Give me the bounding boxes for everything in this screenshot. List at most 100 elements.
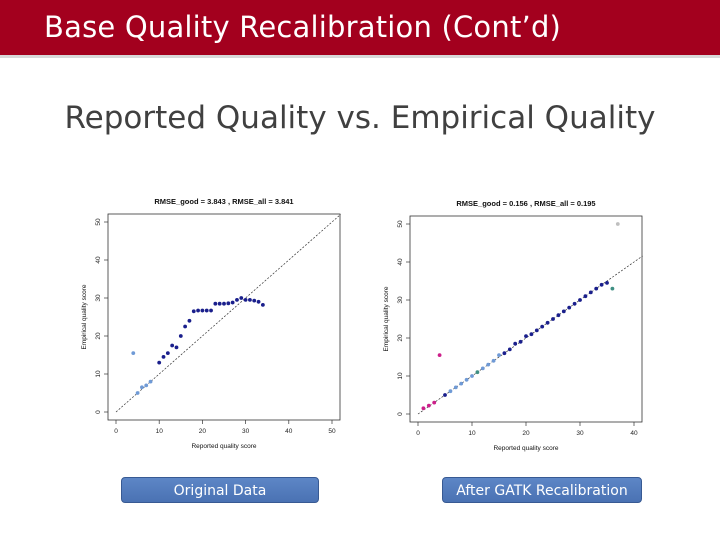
data-point — [226, 301, 231, 306]
data-point — [567, 305, 572, 310]
data-point — [464, 377, 469, 382]
data-point — [196, 308, 200, 313]
data-point — [437, 353, 442, 357]
data-point — [507, 347, 512, 352]
data-point — [135, 391, 140, 395]
x-axis-label: Reported quality score — [191, 443, 256, 450]
data-point — [540, 324, 545, 329]
y-tick-label: 0 — [95, 410, 102, 414]
data-point — [148, 379, 153, 384]
data-point — [480, 366, 485, 371]
data-point — [470, 374, 474, 378]
title-bar: Base Quality Recalibration (Cont’d) — [0, 0, 720, 58]
data-point — [432, 400, 437, 405]
x-tick-label: 10 — [468, 430, 476, 437]
y-tick-label: 10 — [397, 372, 404, 380]
data-point — [204, 308, 209, 313]
data-point — [561, 309, 566, 314]
data-point — [256, 299, 261, 304]
slide-subtitle: Reported Quality vs. Empirical Quality — [64, 100, 656, 136]
caption-original-data: Original Data — [121, 477, 319, 503]
y-tick-label: 20 — [397, 334, 404, 342]
plot-frame — [409, 215, 643, 423]
y-tick-label: 50 — [397, 220, 404, 228]
data-point — [534, 328, 539, 333]
x-tick-label: 40 — [285, 428, 293, 435]
plot-frame — [107, 213, 341, 421]
data-point — [248, 298, 252, 302]
data-point — [572, 301, 577, 306]
x-tick-label: 20 — [199, 428, 207, 435]
data-point — [529, 332, 534, 337]
chart-title: RMSE_good = 3.843 , RMSE_all = 3.841 — [154, 197, 293, 206]
y-tick-label: 40 — [95, 256, 102, 264]
y-tick-label: 10 — [95, 370, 102, 378]
data-point — [200, 308, 205, 313]
data-point — [497, 353, 501, 357]
y-tick-label: 20 — [95, 332, 102, 340]
caption-after-recalibration: After GATK Recalibration — [442, 477, 642, 503]
data-point — [161, 355, 166, 359]
data-point — [217, 301, 222, 306]
data-point — [235, 298, 239, 302]
reference-line — [115, 214, 341, 413]
data-point — [239, 296, 244, 300]
data-point — [491, 358, 496, 363]
x-tick-label: 0 — [416, 430, 420, 437]
data-point — [578, 298, 582, 302]
x-tick-label: 0 — [114, 428, 118, 435]
data-point — [144, 383, 149, 388]
data-point — [524, 334, 528, 338]
data-point — [222, 301, 226, 306]
data-point — [610, 286, 615, 291]
data-point — [459, 381, 464, 386]
y-tick-label: 40 — [397, 258, 404, 266]
data-point — [453, 385, 458, 390]
slide-title: Base Quality Recalibration (Cont’d) — [44, 10, 562, 44]
data-point — [518, 339, 523, 344]
data-point — [131, 351, 136, 355]
data-point — [140, 385, 144, 390]
data-point — [588, 290, 593, 295]
data-point — [486, 362, 491, 367]
data-point — [556, 313, 561, 318]
data-point — [209, 308, 213, 313]
data-point — [513, 341, 518, 346]
x-tick-label: 40 — [630, 430, 638, 437]
data-point — [551, 317, 555, 321]
x-tick-label: 30 — [242, 428, 250, 435]
data-point — [443, 393, 447, 397]
data-point — [174, 345, 179, 350]
data-point — [615, 222, 620, 226]
chart-original-data: RMSE_good = 3.843 , RMSE_all = 3.841 0 10 2… — [81, 197, 341, 450]
data-point — [165, 351, 170, 355]
data-point — [183, 324, 188, 329]
data-point — [583, 294, 588, 299]
data-point — [545, 320, 550, 325]
x-tick-label: 30 — [576, 430, 584, 437]
x-axis-label: Reported quality score — [493, 445, 558, 452]
data-point — [448, 389, 453, 394]
y-axis-label: Empirical quality score — [383, 286, 390, 351]
data-point — [157, 360, 162, 365]
data-point — [260, 302, 265, 307]
data-point — [191, 309, 196, 314]
data-point — [502, 351, 507, 356]
data-point — [213, 301, 218, 306]
y-axis-label: Empirical quality score — [81, 284, 88, 349]
data-point — [426, 403, 431, 408]
data-point — [187, 318, 192, 323]
data-point — [252, 298, 257, 303]
chart-title: RMSE_good = 0.156 , RMSE_all = 0.195 — [456, 199, 595, 208]
x-tick-label: 10 — [156, 428, 164, 435]
data-point — [243, 298, 248, 302]
x-tick-label: 50 — [328, 428, 336, 435]
data-point — [178, 334, 183, 338]
data-point — [599, 282, 604, 287]
y-tick-label: 30 — [95, 294, 102, 302]
x-tick-label: 20 — [522, 430, 530, 437]
y-tick-label: 30 — [397, 296, 404, 304]
data-point — [475, 370, 480, 375]
y-tick-label: 0 — [397, 412, 404, 416]
data-point — [421, 406, 426, 411]
